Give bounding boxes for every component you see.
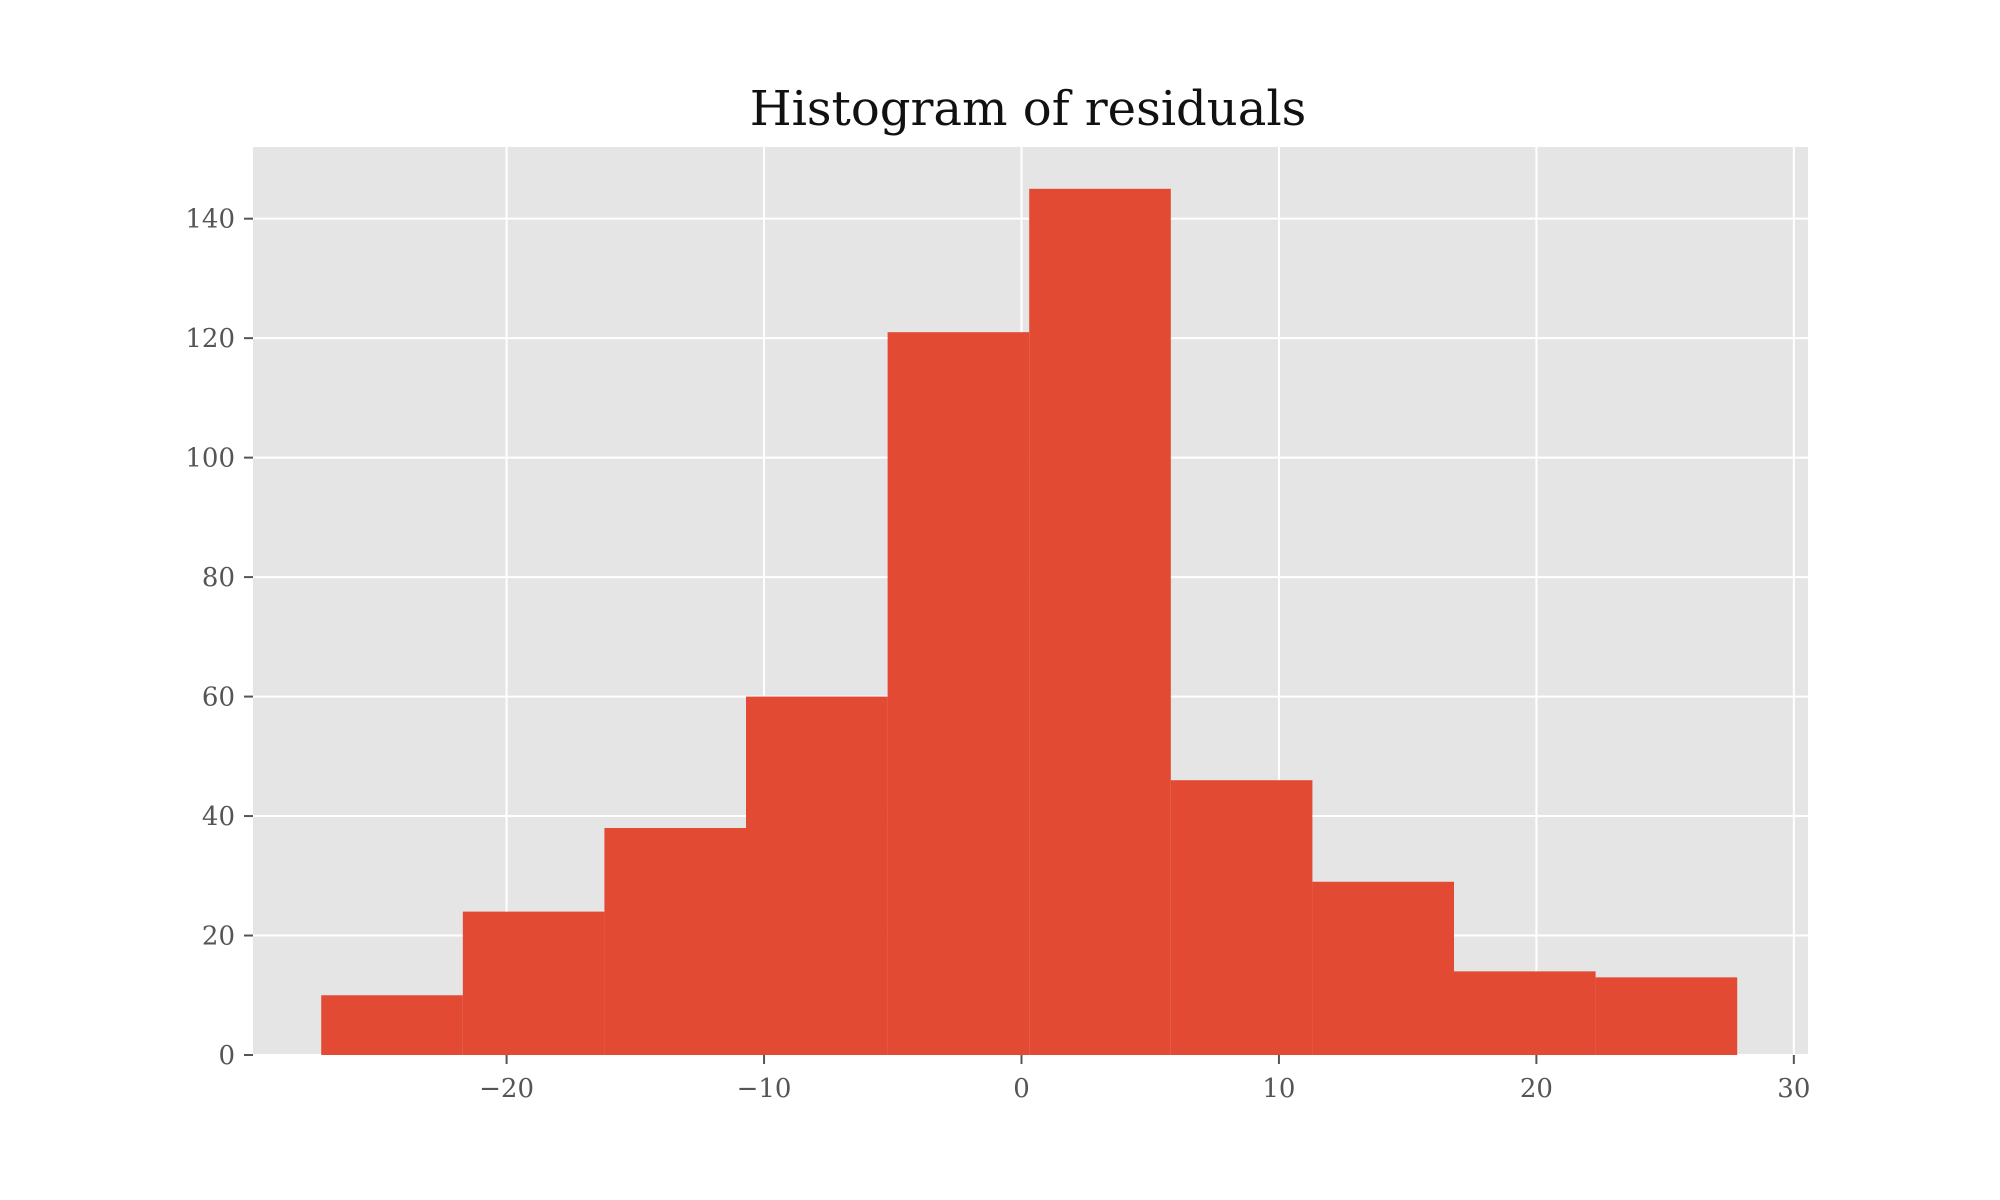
- x-tick-label: 20: [1520, 1074, 1553, 1104]
- x-tick-label: 0: [1013, 1074, 1030, 1104]
- x-tick-label: 10: [1262, 1074, 1295, 1104]
- x-tick-label: −10: [737, 1074, 792, 1104]
- y-tick-label: 140: [185, 205, 235, 235]
- y-tick-label: 20: [202, 922, 235, 952]
- x-tick-label: 30: [1777, 1074, 1810, 1104]
- histogram-bar: [1454, 971, 1596, 1055]
- histogram-bar: [1595, 977, 1738, 1055]
- chart-title: Histogram of residuals: [750, 81, 1307, 137]
- x-axis: −20 −10 0 10 20 30: [479, 1055, 1810, 1104]
- histogram-bar: [887, 332, 1030, 1055]
- histogram-bar: [1312, 881, 1455, 1055]
- y-axis: 0 20 40 60 80 100 120 140: [185, 205, 253, 1071]
- histogram-bar: [1029, 188, 1171, 1055]
- histogram-bar: [462, 911, 605, 1055]
- histogram-bars: [321, 188, 1738, 1055]
- y-tick-label: 120: [185, 324, 235, 354]
- histogram-bar: [321, 995, 463, 1055]
- y-tick-label: 60: [202, 683, 235, 713]
- histogram-bar: [604, 828, 747, 1055]
- histogram-bar: [1170, 780, 1313, 1055]
- y-tick-label: 0: [218, 1041, 235, 1071]
- y-tick-label: 100: [185, 444, 235, 474]
- x-tick-label: −20: [479, 1074, 534, 1104]
- y-tick-label: 80: [202, 563, 235, 593]
- y-tick-label: 40: [202, 802, 235, 832]
- histogram-bar: [746, 696, 888, 1055]
